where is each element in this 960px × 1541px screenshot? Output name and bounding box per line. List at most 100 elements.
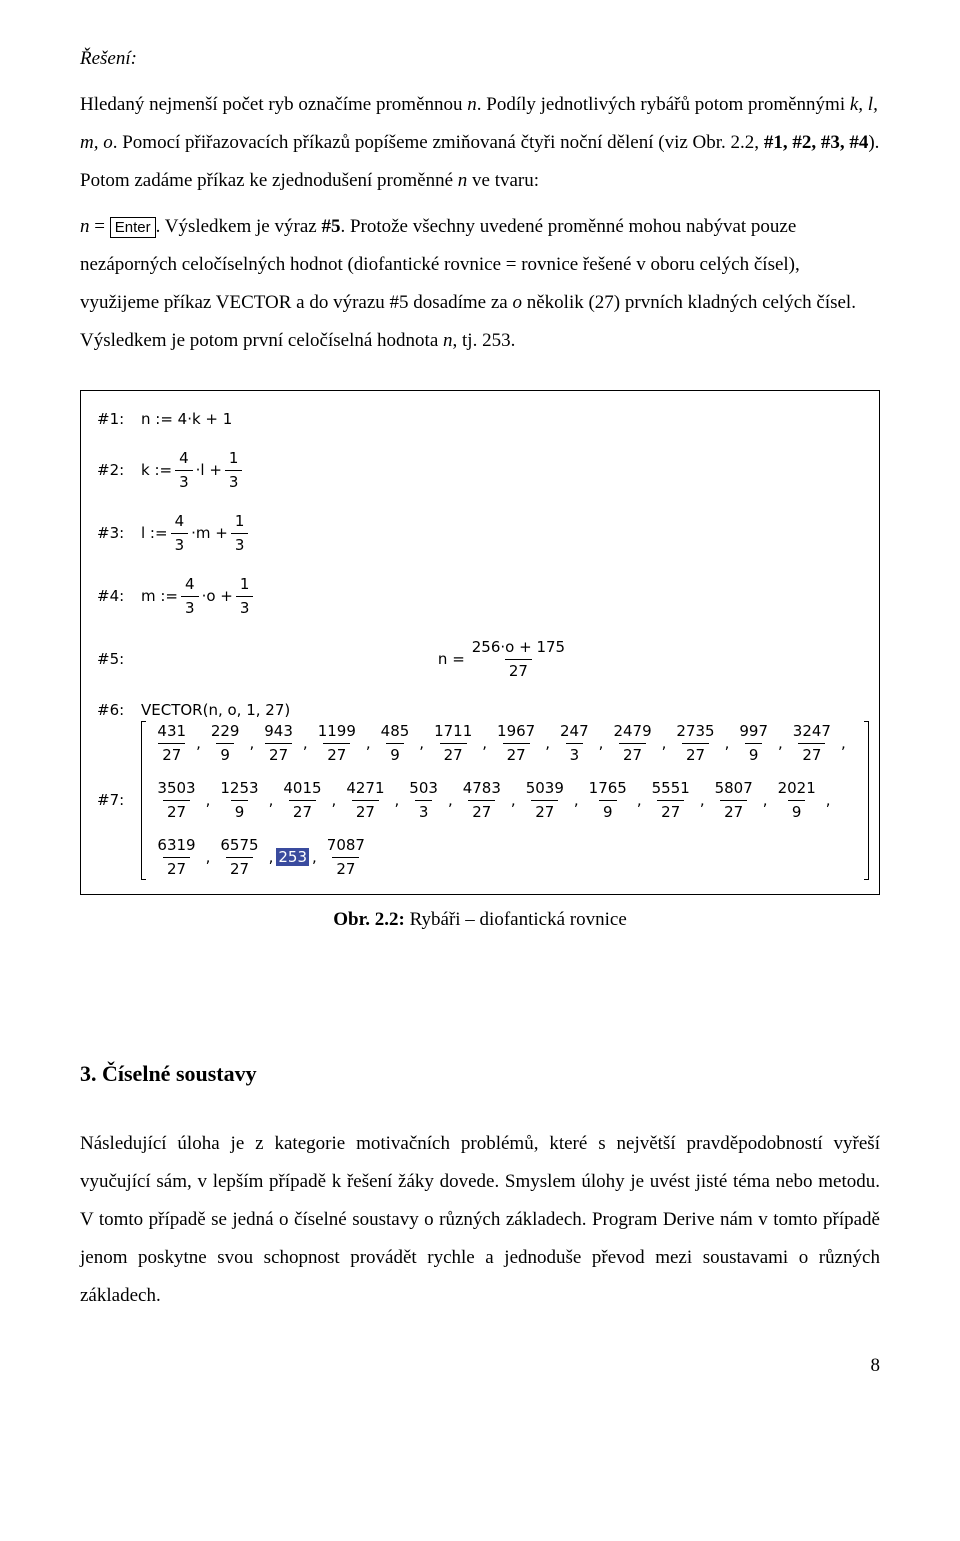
fraction: 555127 (648, 778, 694, 823)
vector-separator: , (722, 733, 733, 754)
fraction-den: 27 (323, 743, 350, 766)
vector-separator: , (542, 733, 553, 754)
fraction-num: 1711 (430, 721, 476, 743)
p1-n2: n (458, 170, 468, 191)
vector-separator: , (823, 790, 834, 811)
assign-lhs: m := (141, 586, 178, 607)
fraction-num: 5039 (522, 778, 568, 800)
vector-separator: , (479, 733, 490, 754)
row-label: #2: (97, 460, 141, 481)
fraction-den: 27 (503, 743, 530, 766)
fraction-den: 3 (225, 470, 243, 493)
fraction: 43 (175, 448, 193, 493)
fraction: 13 (236, 574, 254, 619)
fraction-den: 27 (332, 857, 359, 880)
fraction: 256·o + 17527 (468, 637, 569, 682)
fraction-den: 27 (265, 743, 292, 766)
fraction: 2299 (207, 721, 244, 766)
caption-rest: Rybáři – diofantická rovnice (405, 909, 627, 930)
row-body: n = 256·o + 17527 (141, 637, 869, 682)
fraction-num: 2479 (609, 721, 655, 743)
fraction-num: 2021 (774, 778, 820, 800)
vector-separator: , (760, 790, 771, 811)
fraction-den: 3 (231, 533, 249, 556)
fraction-den: 27 (440, 743, 467, 766)
assign-mid: ·l + (196, 460, 222, 481)
row-body: l := 43·m + 13 (141, 511, 869, 556)
page: Řešení: Hledaný nejmenší počet ryb označ… (0, 0, 960, 1407)
fraction-den: 3 (415, 800, 433, 823)
fraction: 17659 (585, 778, 631, 823)
vector-separator: , (775, 733, 786, 754)
assign-lhs: l := (141, 523, 168, 544)
fraction-num: 997 (735, 721, 772, 743)
fraction-num: 1 (225, 448, 243, 470)
fraction: 9979 (735, 721, 772, 766)
caption-bold: Obr. 2.2: (333, 909, 405, 930)
fraction-num: 229 (207, 721, 244, 743)
p1a: Hledaný nejmenší počet ryb označíme prom… (80, 94, 467, 115)
assign-expr: n := 4·k + 1 (141, 409, 232, 430)
enter-key: Enter (110, 217, 156, 239)
fraction-num: 943 (260, 721, 297, 743)
fraction-den: 9 (386, 743, 404, 766)
fraction: 503927 (522, 778, 568, 823)
vector-separator: , (266, 790, 277, 811)
fraction: 171127 (430, 721, 476, 766)
p2-eq: = (90, 216, 110, 237)
vector-separator: , (445, 790, 456, 811)
fig-row: #2:k := 43·l + 13 (97, 448, 869, 493)
p2b: . Výsledkem je výraz (156, 216, 322, 237)
fraction-den: 27 (352, 800, 379, 823)
fraction: 20219 (774, 778, 820, 823)
vector-separator: , (697, 790, 708, 811)
fraction-num: 4 (181, 574, 199, 596)
vector-separator: , (838, 733, 849, 754)
row-label: #3: (97, 523, 141, 544)
vector-separator: , (246, 733, 257, 754)
fraction-num: 1199 (314, 721, 360, 743)
fraction-num: 485 (377, 721, 414, 743)
fraction: 273527 (672, 721, 718, 766)
fraction-num: 1253 (216, 778, 262, 800)
fraction-num: 1 (236, 574, 254, 596)
fraction-den: 9 (216, 743, 234, 766)
fraction-num: 7087 (323, 835, 369, 857)
fraction-num: 4 (175, 448, 193, 470)
vector-separator: , (300, 733, 311, 754)
vector-separator: , (363, 733, 374, 754)
vector-integer: 253 (276, 847, 309, 868)
bracket-right (864, 721, 869, 880)
fraction: 12539 (216, 778, 262, 823)
row-body: VECTOR(n, o, 1, 27) (141, 700, 869, 721)
fraction: 631927 (153, 835, 199, 880)
fraction-den: 9 (745, 743, 763, 766)
fraction-num: 4015 (279, 778, 325, 800)
fraction-den: 27 (158, 743, 185, 766)
fraction-den: 27 (720, 800, 747, 823)
fraction-num: 3247 (789, 721, 835, 743)
fraction: 401527 (279, 778, 325, 823)
fraction: 43127 (153, 721, 190, 766)
vector-separator: , (203, 847, 214, 868)
p1c: . Pomocí přiřazovacích příkazů popíšeme … (113, 132, 764, 153)
paragraph-1: Hledaný nejmenší počet ryb označíme prom… (80, 86, 880, 200)
fraction-den: 3 (171, 533, 189, 556)
figure-caption: Obr. 2.2: Rybáři – diofantická rovnice (80, 909, 880, 931)
fraction: 13 (231, 511, 249, 556)
p1e: ve tvaru: (467, 170, 539, 191)
row-body: m := 43·o + 13 (141, 574, 869, 619)
p1-refs: #1, #2, #3, #4 (764, 132, 869, 153)
fraction: 478327 (459, 778, 505, 823)
vector-separator: , (266, 847, 277, 868)
section-3-heading: 3. Číselné soustavy (80, 1061, 880, 1087)
fraction-num: 1 (231, 511, 249, 533)
fraction-num: 6319 (153, 835, 199, 857)
eq-lhs: n = (438, 649, 465, 670)
fraction: 324727 (789, 721, 835, 766)
vector-separator: , (193, 733, 204, 754)
solution-heading: Řešení: (80, 40, 880, 78)
fraction: 708727 (323, 835, 369, 880)
row-body: k := 43·l + 13 (141, 448, 869, 493)
fraction-den: 9 (231, 800, 249, 823)
